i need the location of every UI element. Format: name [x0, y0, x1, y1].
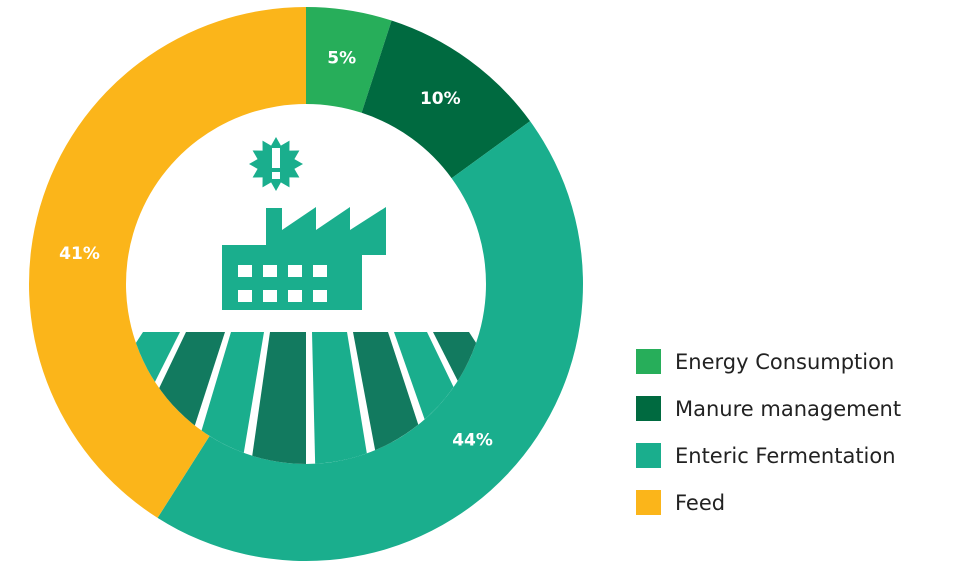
legend: Energy Consumption Manure management Enter… — [636, 349, 901, 515]
legend-label: Energy Consumption — [675, 350, 894, 374]
slice — [157, 121, 583, 561]
data-label: 41% — [59, 244, 100, 264]
legend-swatch — [636, 349, 661, 374]
legend-label: Manure management — [675, 397, 901, 421]
legend-swatch — [636, 490, 661, 515]
data-label: 44% — [452, 430, 493, 450]
legend-label: Feed — [675, 491, 725, 515]
legend-swatch — [636, 443, 661, 468]
legend-label: Enteric Fermentation — [675, 444, 896, 468]
slice — [306, 7, 392, 113]
data-label: 10% — [420, 89, 461, 109]
slice — [361, 20, 531, 179]
data-label: 5% — [327, 48, 356, 68]
slice — [28, 7, 307, 518]
legend-swatch — [636, 396, 661, 421]
donut: 5% 10% 44% 41% — [28, 7, 583, 561]
